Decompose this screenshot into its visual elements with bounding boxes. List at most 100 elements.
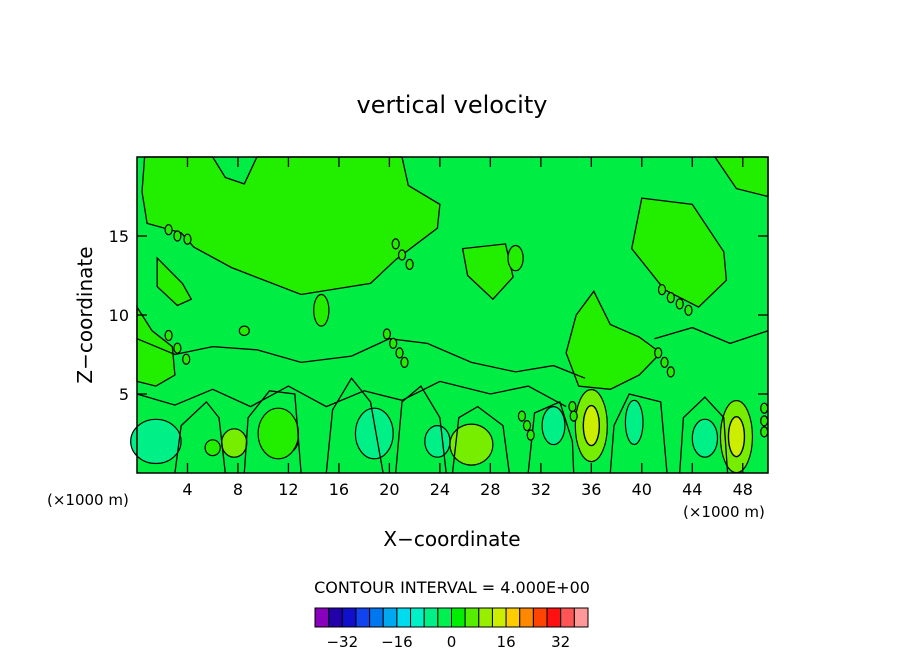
contour-line-2 [243,390,302,474]
small-cell-4-1 [164,329,173,342]
contour-line-layer [136,224,769,474]
colorbar-swatch-5 [369,607,384,628]
colorbar-swatch-12 [464,607,480,628]
colorbar-swatch-8 [410,607,425,628]
contour-cell-14 [238,325,250,337]
y-tick-label-5: 5 [119,385,129,404]
colorbar-swatch-10 [437,607,453,628]
updraft-core-inner-1 [582,404,601,447]
x-tick-label-40: 40 [632,480,652,499]
contour-line-4 [395,385,447,474]
x-tick-label-24: 24 [430,480,450,499]
colorbar-swatch-9 [423,607,439,628]
chart-title: vertical velocity [357,91,548,119]
small-cell-8-2 [569,410,578,422]
updraft-region-3 [565,290,662,390]
contour-line-5 [451,405,510,474]
x-tick-label-8: 8 [233,480,243,499]
colorbar-swatch-18 [546,607,562,628]
colorbar-swatch-3 [341,607,357,628]
colorbar-swatch-19 [560,607,575,628]
updraft-core-inner-2 [727,415,746,458]
colorbar-tick-label-3: 0 [447,633,457,651]
small-cell-9-3 [760,426,769,438]
x-unit-label: (×1000 m) [683,503,765,521]
contour-line-8 [679,396,729,474]
contour-cell-11 [691,418,719,458]
x-tick-label-36: 36 [581,480,601,499]
small-cell-3-1 [657,284,667,296]
y-ticks: 5 10 15 [109,227,768,404]
small-cell-1-2 [173,230,182,242]
colorbar-tick-label-4: 16 [497,633,516,651]
updraft-region-7 [461,243,514,301]
x-tick-label-32: 32 [531,480,551,499]
contour-line-9 [136,338,586,379]
colorbar-swatch-2 [328,607,343,628]
colorbar-swatch-16 [519,607,534,628]
small-cell-2-2 [397,249,407,261]
small-cell-5-2 [389,337,398,349]
small-cell-1-1 [164,224,173,236]
small-cell-3-2 [666,292,675,304]
contour-cell-1 [130,418,182,465]
small-cell-6-1 [654,347,663,359]
x-tick-label-4: 4 [182,480,192,499]
small-cell-1-3 [183,233,192,245]
x-tick-label-44: 44 [682,480,702,499]
contour-cell-5 [257,407,300,460]
y-tick-label-10: 10 [109,306,129,325]
contour-cell-2 [204,439,221,457]
colorbar-swatch-13 [478,607,493,628]
small-cell-9-1 [760,402,769,414]
contour-cell-10 [624,399,644,446]
colorbar-swatch-6 [382,607,398,628]
contour-cell-13 [507,244,524,272]
contour-cell-6 [354,407,394,460]
small-cell-7-1 [517,410,527,422]
small-cell-3-4 [684,304,693,316]
contour-line-3 [325,377,384,474]
small-cell-7-2 [522,420,532,432]
z-unit-label: (×1000 m) [47,491,129,509]
contour-cell-12 [313,293,330,327]
small-cell-6-3 [666,366,675,378]
x-axis-title: X−coordinate [383,527,520,551]
x-tick-label-16: 16 [329,480,349,499]
x-ticks: 4 8 12 16 20 24 28 32 36 40 44 48 [182,157,753,499]
colorbar-tick-label-2: −16 [381,633,413,651]
colorbar-swatch-20 [573,607,589,628]
colorbar-swatch-14 [491,607,507,628]
colorbar-swatch-1 [314,607,330,628]
colorbar-ticks: −32 −16 0 16 32 [326,633,570,651]
small-cell-4-3 [182,353,191,365]
small-cell-8-1 [568,401,577,413]
x-tick-label-20: 20 [379,480,399,499]
x-tick-label-28: 28 [480,480,500,499]
colorbar-swatch-17 [532,607,548,628]
colorbar-tick-label-5: 32 [551,633,570,651]
small-cell-7-3 [526,429,535,441]
small-cell-5-4 [400,356,409,368]
updraft-region-6 [156,256,193,307]
small-cell-5-1 [382,328,391,340]
small-cell-3-3 [675,298,684,310]
contour-cell-9 [541,406,566,446]
contour-line-10 [654,326,769,345]
colorbar-swatch-15 [505,607,521,628]
small-cell-9-2 [760,415,769,427]
colorbar-swatch-4 [355,607,371,628]
contour-line-11 [136,380,567,408]
y-tick-label-15: 15 [109,227,129,246]
small-cell-2-3 [405,258,414,270]
x-tick-label-12: 12 [278,480,298,499]
x-tick-label-48: 48 [733,480,753,499]
colorbar-tick-label-1: −32 [326,633,358,651]
small-cell-2-1 [391,238,400,250]
colorbar [314,607,589,628]
updraft-region-2 [631,197,728,308]
contour-interval-label: CONTOUR INTERVAL = 4.000E+00 [314,578,590,597]
contour-cell-8 [424,425,451,458]
contour-cell-3 [220,428,248,458]
